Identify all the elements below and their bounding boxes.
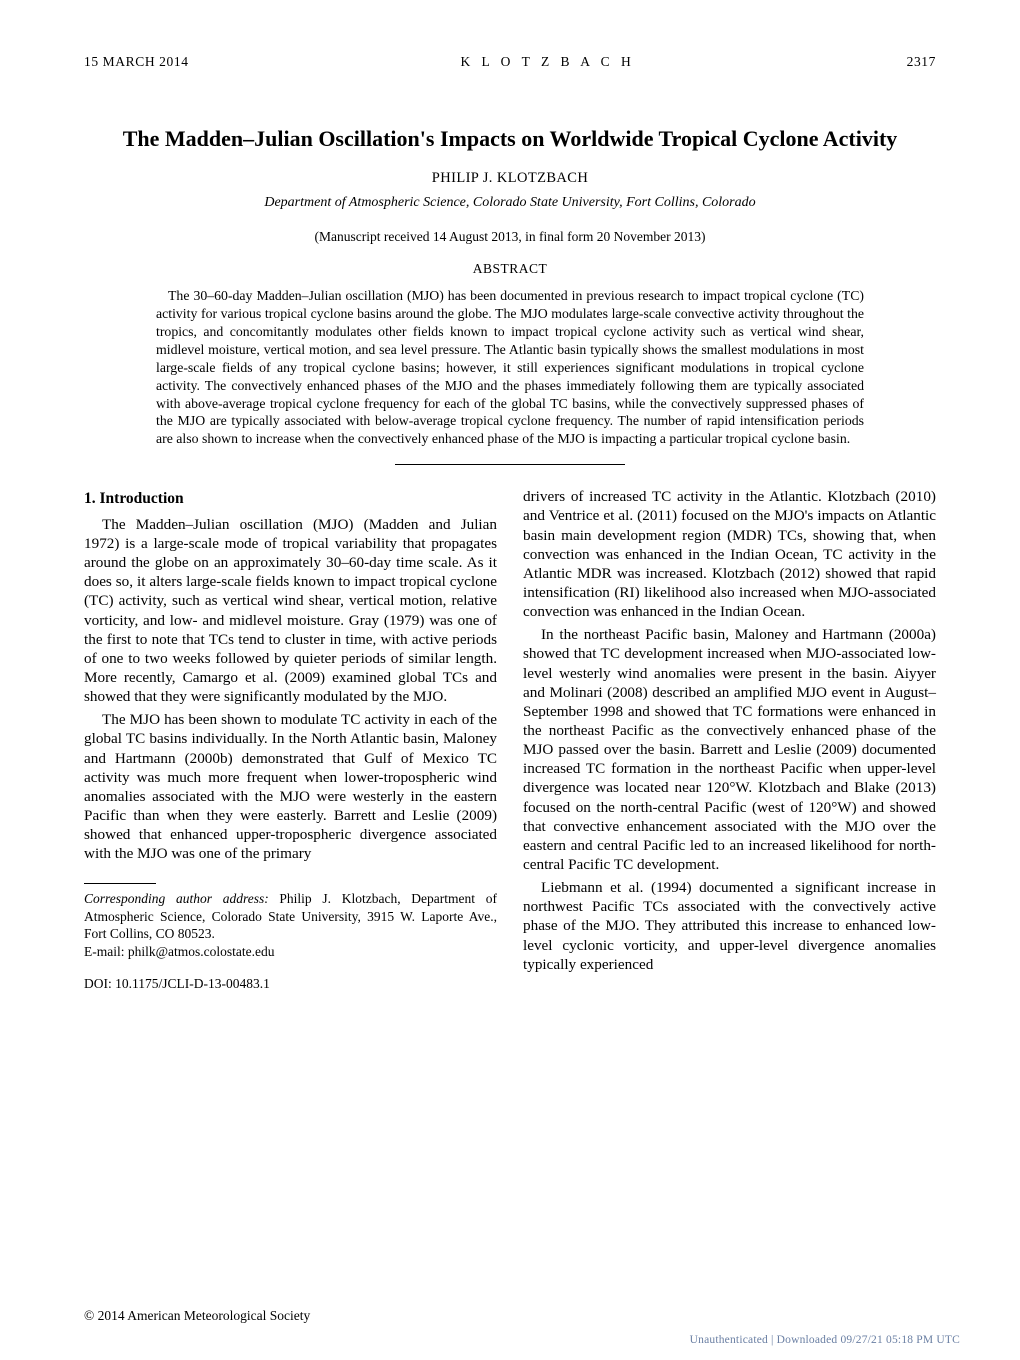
corr-label: Corresponding author address:: [84, 891, 269, 906]
runhead-author: K L O T Z B A C H: [460, 54, 634, 70]
body-paragraph: The Madden–Julian oscillation (MJO) (Mad…: [84, 515, 497, 706]
footnote-rule: [84, 883, 156, 884]
author-name: PHILIP J. KLOTZBACH: [84, 170, 936, 187]
download-watermark: Unauthenticated | Downloaded 09/27/21 05…: [690, 1334, 960, 1346]
corresponding-author: Corresponding author address: Philip J. …: [84, 890, 497, 943]
body-columns: 1. Introduction The Madden–Julian oscill…: [84, 487, 936, 992]
copyright-line: © 2014 American Meteorological Society: [84, 1308, 310, 1324]
body-paragraph: The MJO has been shown to modulate TC ac…: [84, 710, 497, 863]
manuscript-dates: (Manuscript received 14 August 2013, in …: [84, 229, 936, 245]
author-affiliation: Department of Atmospheric Science, Color…: [84, 195, 936, 211]
section-divider: [395, 464, 625, 465]
runhead-date: 15 MARCH 2014: [84, 54, 189, 70]
runhead-page-number: 2317: [907, 54, 936, 70]
body-paragraph: In the northeast Pacific basin, Maloney …: [523, 625, 936, 874]
author-email: E-mail: philk@atmos.colostate.edu: [84, 943, 497, 961]
body-paragraph: Liebmann et al. (1994) documented a sign…: [523, 878, 936, 974]
corresponding-author-block: Corresponding author address: Philip J. …: [84, 883, 497, 992]
section-heading-1: 1. Introduction: [84, 489, 497, 509]
body-paragraph: drivers of increased TC activity in the …: [523, 487, 936, 621]
article-title: The Madden–Julian Oscillation's Impacts …: [84, 126, 936, 152]
abstract-text: The 30–60-day Madden–Julian oscillation …: [156, 287, 864, 448]
doi: DOI: 10.1175/JCLI-D-13-00483.1: [84, 975, 497, 993]
abstract-heading: ABSTRACT: [84, 261, 936, 277]
running-header: 15 MARCH 2014 K L O T Z B A C H 2317: [84, 54, 936, 70]
